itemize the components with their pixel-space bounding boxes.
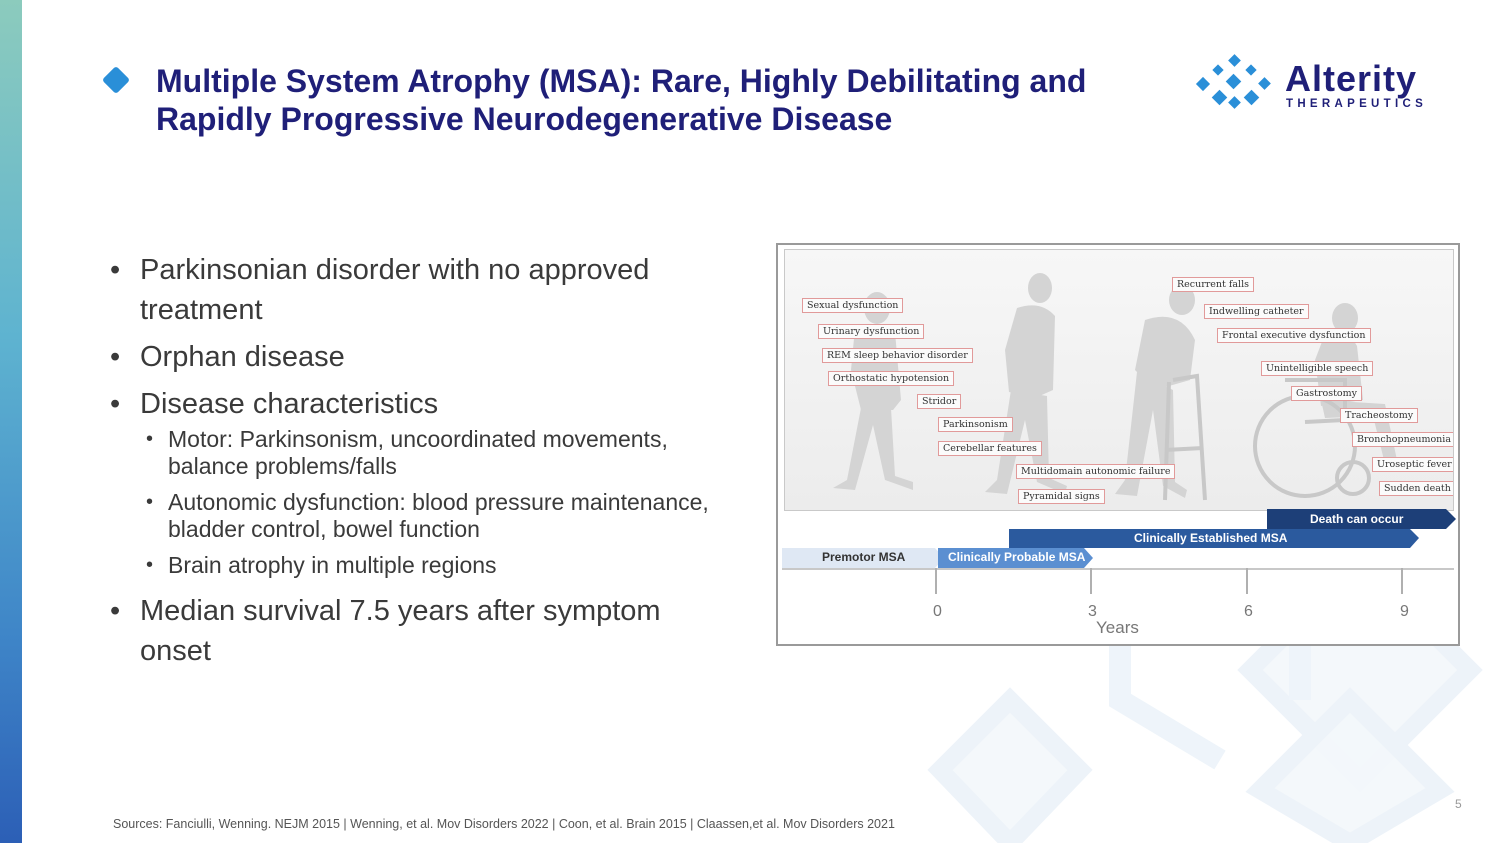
axis-title: Years bbox=[1096, 618, 1139, 637]
symptom-tag: Stridor bbox=[917, 394, 962, 409]
sub-bullet-item: Brain atrophy in multiple regions bbox=[110, 552, 730, 579]
symptom-tag: Pyramidal signs bbox=[1018, 489, 1105, 504]
symptom-tag: Sudden death bbox=[1379, 481, 1453, 496]
sub-bullet-item: Autonomic dysfunction: blood pressure ma… bbox=[110, 489, 730, 543]
symptom-tag: Indwelling catheter bbox=[1204, 304, 1309, 319]
symptom-tag: Cerebellar features bbox=[938, 441, 1042, 456]
axis-tick bbox=[1401, 568, 1403, 594]
tick-label: 9 bbox=[1400, 603, 1409, 620]
symptom-tag: Uroseptic fever bbox=[1372, 457, 1453, 472]
logo-wordmark: Alterity bbox=[1285, 58, 1418, 99]
tick-label: 6 bbox=[1244, 603, 1253, 620]
title-bullet-icon bbox=[101, 65, 131, 95]
bullet-item: Median survival 7.5 years after symptom … bbox=[110, 591, 730, 671]
axis-tick bbox=[935, 568, 937, 594]
timeline-axis bbox=[782, 568, 1454, 570]
phase-probable: Clinically Probable MSA bbox=[948, 550, 1086, 564]
symptom-tag: Tracheostomy bbox=[1340, 408, 1419, 423]
tick-label: 0 bbox=[933, 603, 942, 620]
msa-progression-figure: Sexual dysfunction Urinary dysfunction R… bbox=[776, 243, 1460, 646]
axis-tick bbox=[1246, 568, 1248, 594]
symptom-tag: Urinary dysfunction bbox=[818, 324, 925, 339]
symptom-tag: Bronchopneumonia bbox=[1352, 432, 1453, 447]
symptom-tag: REM sleep behavior disorder bbox=[822, 348, 973, 363]
axis-tick bbox=[1090, 568, 1092, 594]
phase-arrows bbox=[782, 509, 1456, 568]
sources-footnote: Sources: Fanciulli, Wenning. NEJM 2015 |… bbox=[113, 817, 895, 831]
logo-subtitle: THERAPEUTICS bbox=[1286, 98, 1428, 110]
phase-death: Death can occur bbox=[1310, 512, 1404, 526]
phase-premotor: Premotor MSA bbox=[822, 550, 906, 564]
progression-illustration: Sexual dysfunction Urinary dysfunction R… bbox=[784, 249, 1454, 511]
symptom-tag: Sexual dysfunction bbox=[802, 298, 904, 313]
symptom-tag: Unintelligible speech bbox=[1261, 361, 1374, 376]
symptom-tag: Orthostatic hypotension bbox=[828, 371, 955, 386]
bullet-item: Parkinsonian disorder with no approved t… bbox=[110, 250, 730, 330]
symptom-tag: Parkinsonism bbox=[938, 417, 1013, 432]
bullet-list: Parkinsonian disorder with no approved t… bbox=[110, 250, 730, 678]
symptom-tag: Recurrent falls bbox=[1172, 277, 1255, 292]
left-accent-bar bbox=[0, 0, 22, 843]
sub-bullet-item: Motor: Parkinsonism, uncoordinated movem… bbox=[110, 426, 730, 480]
bullet-item: Disease characteristics bbox=[110, 384, 730, 424]
slide-title: Multiple System Atrophy (MSA): Rare, Hig… bbox=[156, 63, 1087, 137]
symptom-tag: Multidomain autonomic failure bbox=[1016, 464, 1176, 479]
symptom-tag: Frontal executive dysfunction bbox=[1217, 328, 1371, 343]
tick-label: 3 bbox=[1088, 603, 1097, 620]
page-number: 5 bbox=[1455, 797, 1462, 811]
alterity-logo-icon bbox=[1195, 54, 1271, 109]
phase-established: Clinically Established MSA bbox=[1134, 531, 1288, 545]
bullet-item: Orphan disease bbox=[110, 337, 730, 377]
symptom-tag: Gastrostomy bbox=[1291, 386, 1362, 401]
